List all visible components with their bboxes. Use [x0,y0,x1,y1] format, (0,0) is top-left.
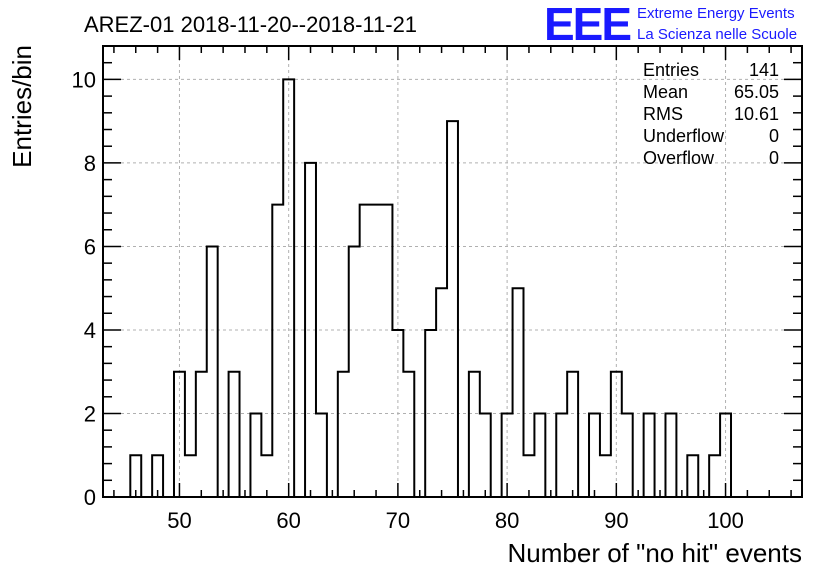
x-tick-label: 90 [604,508,628,533]
logo-line-2: La Scienza nelle Scuole [637,26,797,43]
y-tick-label: 6 [84,234,96,259]
y-tick-label: 10 [72,67,96,92]
chart-title: AREZ-01 2018-11-20--2018-11-21 [84,12,417,37]
x-tick-labels: 50 60 70 80 90 100 [167,508,744,533]
x-tick-label: 50 [167,508,191,533]
plot-frame [102,45,803,498]
x-tick-label: 70 [386,508,410,533]
stats-value: 65.05 [734,82,779,102]
stats-value: 10.61 [734,104,779,124]
x-tick-label: 60 [276,508,300,533]
histogram-outline [129,78,733,498]
y-axis-title: Entries/bin [7,45,37,168]
y-tick-labels: 0 2 4 6 8 10 [72,67,96,510]
axis-ticks [103,46,802,498]
stats-value: 141 [749,60,779,80]
logo-mark: EEE [544,0,630,50]
x-tick-label: 80 [495,508,519,533]
stats-label: Entries [643,60,699,80]
y-tick-label: 0 [84,485,96,510]
y-tick-label: 4 [84,318,96,343]
y-tick-label: 8 [84,151,96,176]
eee-logo: EEE Extreme Energy Events La Scienza nel… [544,0,797,50]
stats-label: Overflow [643,148,715,168]
x-axis-title: Number of "no hit" events [508,538,803,568]
stats-label: Underflow [643,126,725,146]
stats-label: RMS [643,104,683,124]
stats-value: 0 [769,126,779,146]
logo-line-1: Extreme Energy Events [637,5,795,22]
stats-value: 0 [769,148,779,168]
x-tick-label: 100 [707,508,744,533]
statistics-box: Entries 141 Mean 65.05 RMS 10.61 Underflow 0 Ove… [643,60,779,168]
y-tick-label: 2 [84,401,96,426]
grid [103,46,802,497]
stats-label: Mean [643,82,688,102]
